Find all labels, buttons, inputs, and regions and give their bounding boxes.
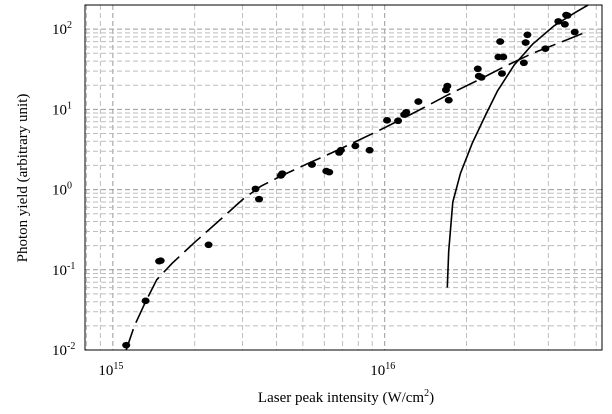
data-point: [521, 39, 530, 46]
data-point: [570, 28, 579, 36]
data-point: [519, 59, 528, 67]
tick-labels: 1015 1016 102 101 100 10-1 10-2: [52, 20, 395, 379]
data-point: [383, 117, 392, 124]
plot-frame: [84, 4, 603, 351]
x-axis-title: Laser peak intensity (W/cm2): [258, 388, 434, 406]
data-point: [560, 20, 569, 28]
x-tick-label: 1016: [370, 361, 395, 379]
dashed-fit-curve: [125, 31, 587, 351]
data-point: [499, 53, 508, 61]
x-tick-label: 1015: [98, 361, 123, 379]
data-point: [473, 65, 482, 73]
y-tick-label: 100: [52, 181, 72, 199]
data-point: [523, 31, 532, 39]
data-point: [497, 70, 506, 77]
y-tick-label: 101: [52, 100, 72, 118]
data-point: [351, 142, 360, 150]
data-point: [563, 12, 572, 19]
data-point: [141, 297, 150, 305]
data-point: [156, 257, 165, 264]
data-point: [477, 74, 486, 81]
solid-fit-curve: [446, 4, 589, 288]
grid: [85, 5, 602, 350]
y-tick-label: 102: [52, 20, 72, 38]
data-point: [496, 38, 505, 45]
y-tick-label: 10-2: [52, 341, 75, 359]
data-point: [414, 98, 423, 105]
data-point: [325, 168, 334, 176]
data-point: [444, 96, 453, 104]
data-point: [554, 18, 563, 25]
data-point: [255, 195, 264, 203]
data-point: [204, 241, 213, 249]
y-tick-label: 10-1: [52, 261, 75, 279]
series-layer: [122, 4, 589, 351]
data-point: [402, 108, 411, 116]
data-point: [365, 146, 374, 154]
y-axis-title: Photon yield (arbitrary unit): [15, 94, 31, 263]
data-point: [443, 82, 452, 90]
